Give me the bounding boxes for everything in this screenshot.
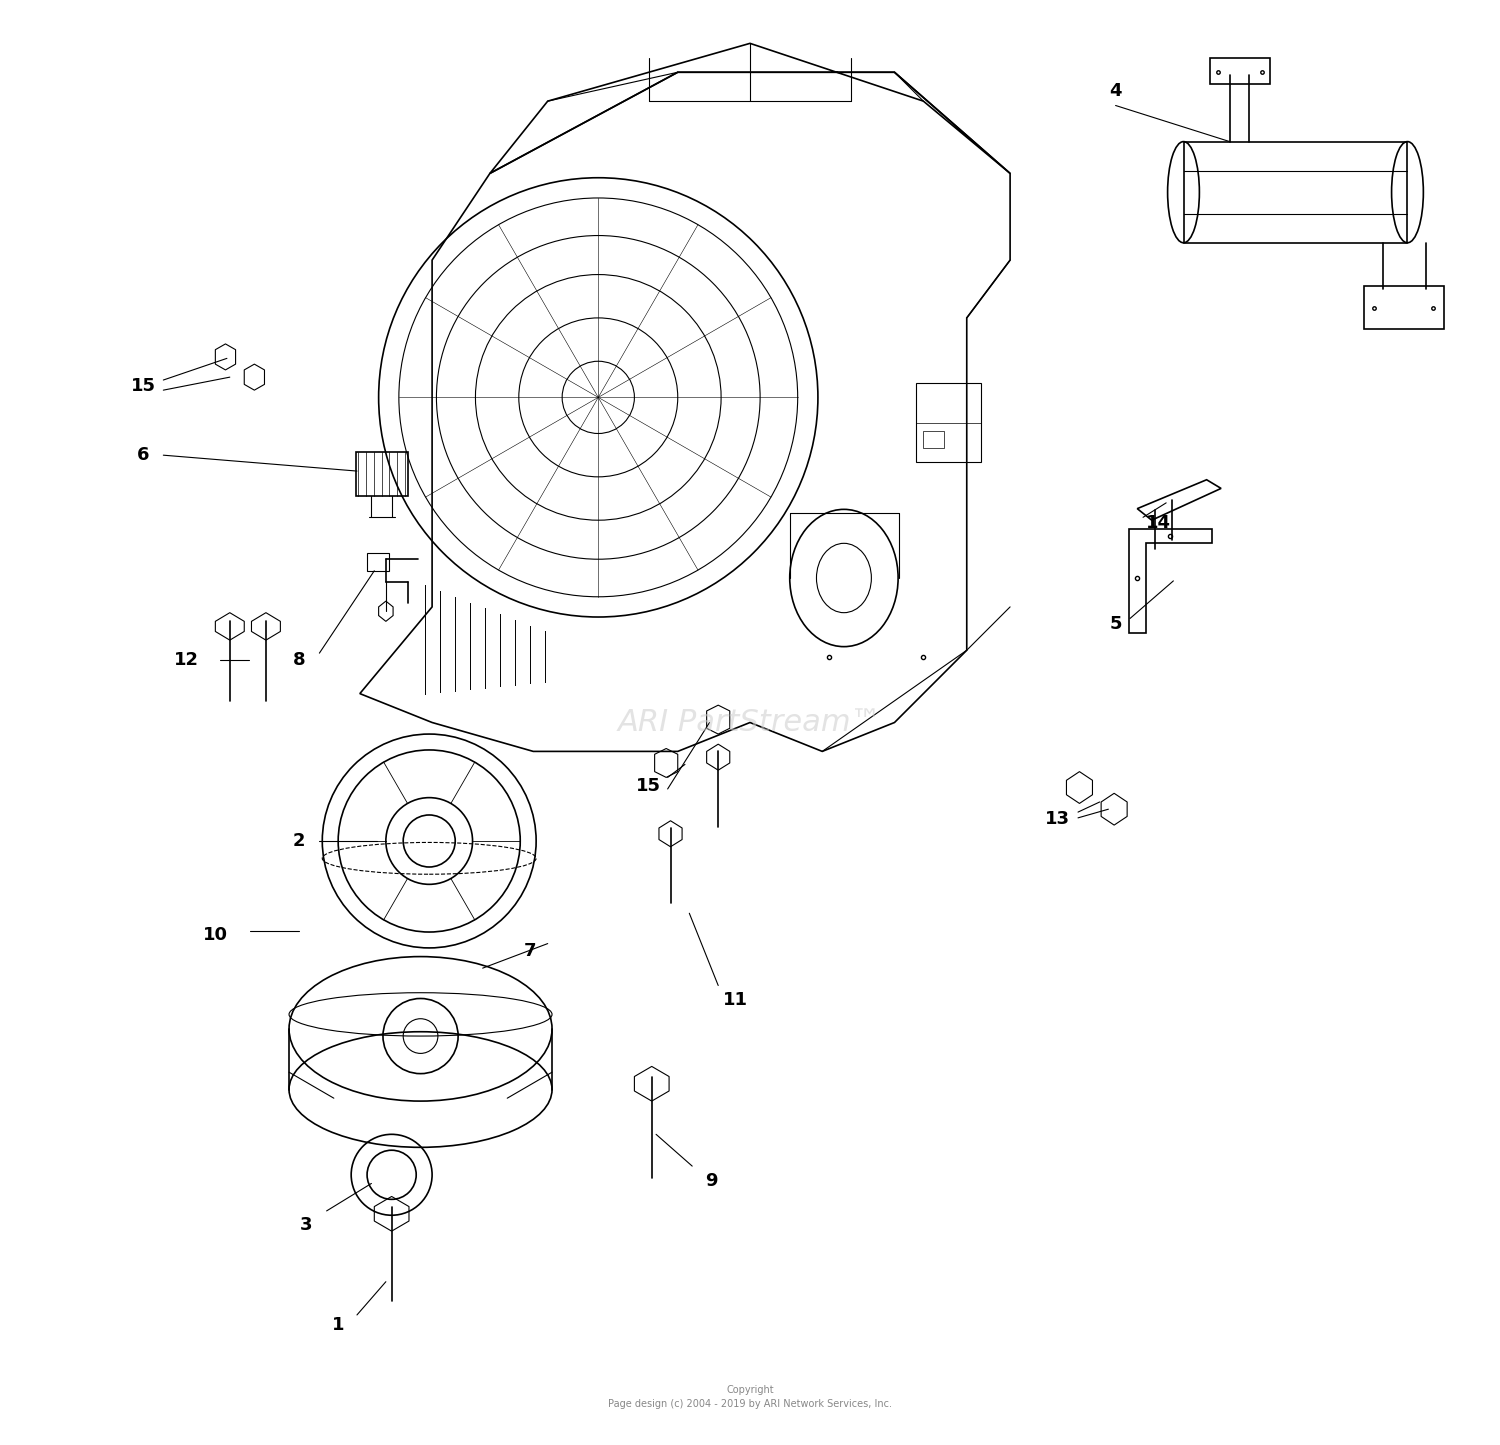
Text: 11: 11 (723, 991, 748, 1009)
Text: ARI PartStream™: ARI PartStream™ (618, 708, 882, 737)
Bar (1209, 58, 1270, 84)
Text: Copyright
Page design (c) 2004 - 2019 by ARI Network Services, Inc.: Copyright Page design (c) 2004 - 2019 by… (608, 1386, 892, 1409)
Text: 2: 2 (292, 832, 306, 850)
Text: 13: 13 (1046, 811, 1071, 828)
Text: 14: 14 (1146, 514, 1172, 532)
Text: 3: 3 (300, 1217, 312, 1234)
Text: 9: 9 (705, 1172, 717, 1189)
Text: 5: 5 (1110, 616, 1122, 633)
Bar (1184, 142, 1407, 243)
Text: 7: 7 (524, 942, 537, 959)
Text: 15: 15 (130, 377, 156, 394)
Text: 6: 6 (136, 447, 150, 464)
Text: 12: 12 (174, 652, 200, 669)
Bar (368, 553, 388, 571)
Bar (916, 383, 981, 462)
Text: 4: 4 (1110, 82, 1122, 100)
Text: 1: 1 (332, 1316, 345, 1334)
Text: 10: 10 (202, 926, 228, 944)
Bar (1364, 286, 1443, 329)
Bar (924, 431, 944, 448)
Text: 8: 8 (292, 652, 306, 669)
Text: 15: 15 (636, 777, 662, 795)
Bar (356, 452, 408, 496)
